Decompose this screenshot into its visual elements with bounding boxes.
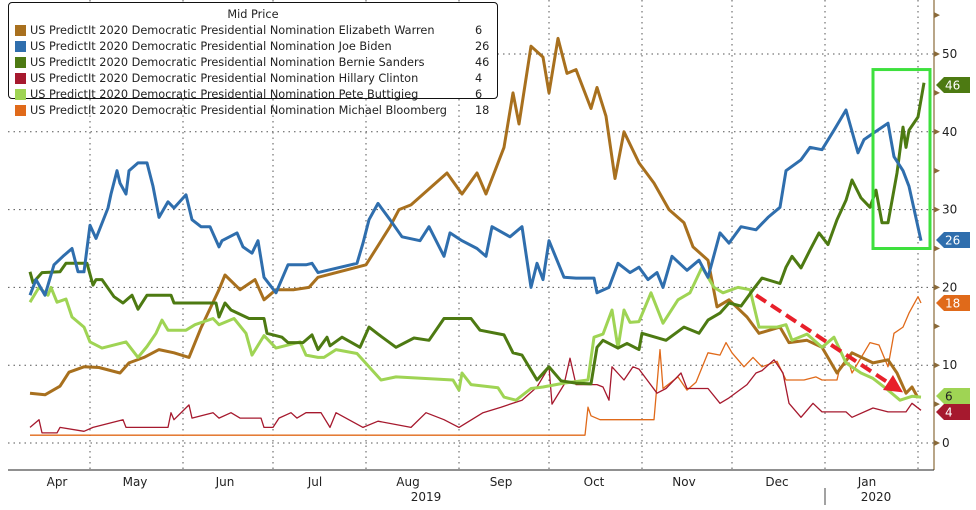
x-tick-label: Nov (672, 475, 695, 489)
x-tick-label: Jan (857, 475, 877, 489)
series-line (29, 357, 922, 434)
x-tick-label: Aug (396, 475, 419, 489)
y-tick-mark (934, 128, 940, 135)
legend-value: 4 (475, 71, 483, 85)
legend-label: US PredictIt 2020 Democratic Presidentia… (30, 23, 435, 37)
y-tick-mark (934, 12, 940, 19)
legend-item: US PredictIt 2020 Democratic Presidentia… (9, 54, 497, 70)
legend-value: 26 (475, 39, 490, 53)
series-line (30, 296, 922, 436)
year-label: 2020 (861, 490, 892, 504)
y-tick-mark (934, 323, 940, 330)
y-tick-mark (934, 51, 940, 57)
legend-title: Mid Price (227, 8, 279, 21)
last-value-tag (936, 388, 970, 404)
y-tick-label: 10 (942, 358, 957, 372)
last-value-tag (936, 295, 970, 311)
legend-label: US PredictIt 2020 Democratic Presidentia… (30, 103, 447, 117)
legend-item: US PredictIt 2020 Democratic Presidentia… (9, 22, 497, 38)
legend: Mid Price US PredictIt 2020 Democratic P… (8, 2, 498, 117)
legend-item: US PredictIt 2020 Democratic Presidentia… (9, 102, 497, 118)
legend-swatch (15, 72, 26, 84)
y-tick-label: 40 (942, 125, 957, 139)
last-value-tag (936, 404, 970, 420)
last-value-tag (936, 77, 970, 93)
y-tick-mark (934, 89, 940, 96)
last-value-label: 4 (945, 406, 953, 420)
y-tick-mark (934, 206, 940, 213)
y-tick-mark (934, 401, 940, 408)
highlight-box (871, 68, 932, 250)
x-tick-label: Jul (307, 475, 322, 489)
legend-swatch (15, 40, 26, 52)
y-tick-label: 50 (942, 47, 957, 61)
x-tick-label: Jun (215, 475, 235, 489)
x-tick-label: Dec (765, 475, 788, 489)
legend-label: US PredictIt 2020 Democratic Presidentia… (30, 87, 419, 101)
legend-swatch (15, 56, 26, 68)
x-tick-label: Sep (490, 475, 513, 489)
dashed-arrow-line (754, 293, 890, 385)
legend-value: 46 (475, 55, 490, 69)
legend-item: US PredictIt 2020 Democratic Presidentia… (9, 38, 497, 54)
legend-swatch (15, 88, 26, 100)
x-tick-label: Apr (47, 475, 68, 489)
legend-label: US PredictIt 2020 Democratic Presidentia… (30, 71, 419, 85)
legend-swatch (15, 104, 26, 116)
last-value-label: 46 (945, 79, 960, 93)
legend-value: 6 (475, 23, 483, 37)
y-tick-mark (934, 362, 940, 369)
year-label: 2019 (411, 490, 442, 504)
legend-label: US PredictIt 2020 Democratic Presidentia… (30, 39, 392, 53)
legend-value: 6 (475, 87, 483, 101)
y-tick-label: 30 (942, 203, 957, 217)
y-tick-mark (934, 440, 940, 446)
series-line (28, 265, 922, 402)
last-value-label: 26 (945, 234, 960, 248)
legend-swatch (15, 24, 26, 36)
series-line (28, 82, 926, 386)
legend-item: US PredictIt 2020 Democratic Presidentia… (9, 70, 497, 86)
legend-label: US PredictIt 2020 Democratic Presidentia… (30, 55, 425, 69)
legend-value: 18 (475, 103, 490, 117)
x-tick-label: Oct (584, 475, 605, 489)
x-tick-label: May (123, 475, 148, 489)
last-value-label: 6 (945, 390, 953, 404)
arrow-head-icon (883, 374, 903, 393)
last-value-tag (936, 232, 970, 248)
y-tick-label: 0 (942, 436, 950, 450)
y-tick-label: 20 (942, 280, 957, 294)
series-line (28, 108, 923, 297)
legend-item: US PredictIt 2020 Democratic Presidentia… (9, 86, 497, 102)
y-tick-mark (934, 284, 940, 291)
last-value-label: 18 (945, 297, 960, 311)
y-tick-mark (934, 245, 940, 252)
y-tick-mark (934, 167, 940, 174)
